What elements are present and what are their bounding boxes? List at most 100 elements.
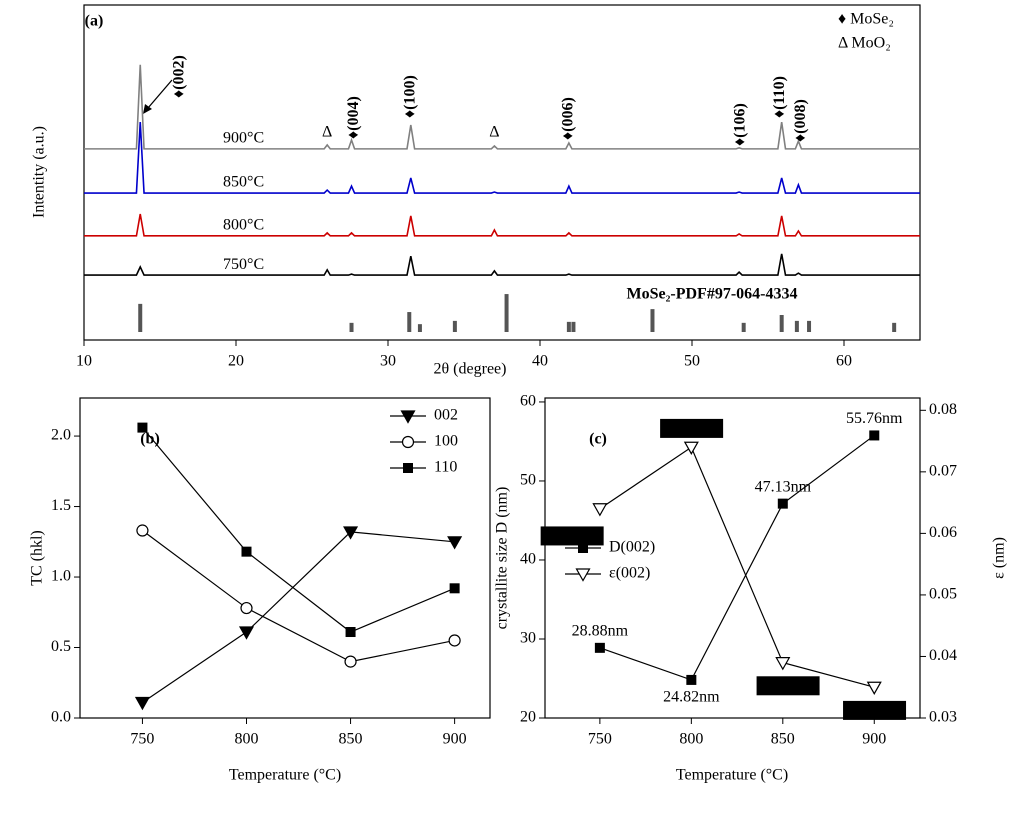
- series-line: [84, 64, 920, 150]
- series-line: [84, 213, 920, 237]
- x-tick-label: 900: [443, 731, 467, 748]
- data-label: 24.82nm: [663, 689, 720, 706]
- data-point: [134, 696, 150, 711]
- y-axis-label: Intentity (a.u.): [31, 126, 48, 218]
- plot-frame: [544, 397, 921, 719]
- legend-label: D(002): [609, 539, 655, 556]
- y2-tick-label: 0.04: [929, 647, 957, 664]
- data-label: 0.035nm: [846, 702, 903, 719]
- x-tick-label: 800: [234, 731, 258, 748]
- phase-key: Δ MoO₂: [838, 35, 891, 52]
- data-point: [238, 626, 255, 640]
- series-label: 850°C: [223, 174, 264, 191]
- series-label: 900°C: [223, 130, 264, 147]
- y-axis-label: crystallite size D (nm): [494, 487, 511, 630]
- data-point: [777, 498, 788, 509]
- legend-label: ε(002): [609, 565, 650, 582]
- data-point: [447, 536, 463, 550]
- data-label-box: [660, 418, 724, 438]
- data-label-box: [756, 676, 820, 696]
- data-point: [866, 681, 882, 695]
- data-label-box: [843, 700, 907, 720]
- x-tick-label: 40: [532, 353, 548, 370]
- series-line: [599, 434, 875, 681]
- peak-annotation: ♦(008): [792, 99, 809, 142]
- y2-tick-label: 0.03: [929, 709, 957, 726]
- plot-frame: [79, 397, 491, 719]
- panel-label: (a): [85, 13, 104, 30]
- arrow: [147, 79, 173, 109]
- y2-axis-label: ε (nm): [991, 537, 1008, 579]
- series-line: [84, 122, 920, 194]
- y2-tick-label: 0.07: [929, 463, 957, 480]
- legend-label: 100: [434, 433, 458, 450]
- plot-frame: [83, 4, 921, 341]
- peak-annotation: ♦(006): [560, 97, 577, 140]
- x-axis-label: 2θ (degree): [434, 361, 507, 378]
- data-point: [449, 583, 460, 594]
- y-tick-label: 40: [520, 551, 536, 568]
- data-label: 28.88nm: [572, 623, 629, 640]
- x-tick-label: 850: [771, 731, 795, 748]
- legend-label: 110: [434, 459, 457, 476]
- y-tick-label: 1.5: [51, 497, 71, 514]
- data-point: [344, 655, 357, 668]
- peak-annotation: ♦(004): [345, 96, 362, 139]
- series-label: 800°C: [223, 217, 264, 234]
- peak-annotation: ♦(106): [731, 103, 748, 146]
- x-tick-label: 900: [862, 731, 886, 748]
- phase-key: ♦ MoSe₂: [838, 11, 894, 28]
- series-line: [84, 253, 920, 276]
- data-point: [448, 634, 461, 647]
- legend-marker: [403, 463, 413, 473]
- x-axis-label: Temperature (°C): [229, 767, 341, 784]
- panel-label: (b): [140, 431, 160, 448]
- data-label: 0.039nm: [760, 677, 817, 694]
- arrow-head: [143, 104, 152, 114]
- data-point: [594, 642, 605, 653]
- y-tick-label: 20: [520, 709, 536, 726]
- data-point: [241, 546, 252, 557]
- y2-tick-label: 0.06: [929, 524, 957, 541]
- x-tick-label: 20: [228, 353, 244, 370]
- series-line: [142, 531, 455, 703]
- reference-label: MoSe₂-PDF#97-064-4334: [627, 286, 798, 303]
- y-tick-label: 0.5: [51, 638, 71, 655]
- peak-annotation: ♦(100): [401, 75, 418, 118]
- series-line: [599, 446, 875, 688]
- data-point: [686, 674, 697, 685]
- y-tick-label: 50: [520, 472, 536, 489]
- data-label: 55.76nm: [846, 410, 903, 427]
- data-label: 47.13nm: [755, 478, 812, 495]
- x-tick-label: 10: [76, 353, 92, 370]
- y-tick-label: 0.0: [51, 709, 71, 726]
- x-tick-label: 750: [130, 731, 154, 748]
- data-label-box: [540, 526, 604, 546]
- legend-marker: [578, 543, 588, 553]
- x-tick-label: 60: [836, 353, 852, 370]
- legend-marker: [401, 435, 415, 449]
- x-axis-label: Temperature (°C): [676, 767, 788, 784]
- peak-annotation: Δ: [322, 124, 332, 141]
- y2-tick-label: 0.08: [929, 401, 957, 418]
- peak-annotation: ♦(002): [170, 55, 187, 98]
- legend-marker: [575, 568, 591, 582]
- data-point: [683, 441, 699, 455]
- y-tick-label: 1.0: [51, 568, 71, 585]
- y-tick-label: 30: [520, 630, 536, 647]
- y-axis-label: TC (hkl): [29, 530, 46, 586]
- y-tick-label: 2.0: [51, 427, 71, 444]
- panel-label: (c): [589, 431, 607, 448]
- data-point: [345, 627, 356, 638]
- data-point: [869, 430, 880, 441]
- series-line: [141, 427, 455, 633]
- y-tick-label: 60: [520, 393, 536, 410]
- x-tick-label: 50: [684, 353, 700, 370]
- data-point: [137, 422, 148, 433]
- peak-annotation: ♦(110): [771, 76, 788, 118]
- data-label: 0.064nm: [544, 527, 601, 544]
- data-point: [592, 503, 608, 517]
- x-tick-label: 850: [339, 731, 363, 748]
- x-tick-label: 750: [588, 731, 612, 748]
